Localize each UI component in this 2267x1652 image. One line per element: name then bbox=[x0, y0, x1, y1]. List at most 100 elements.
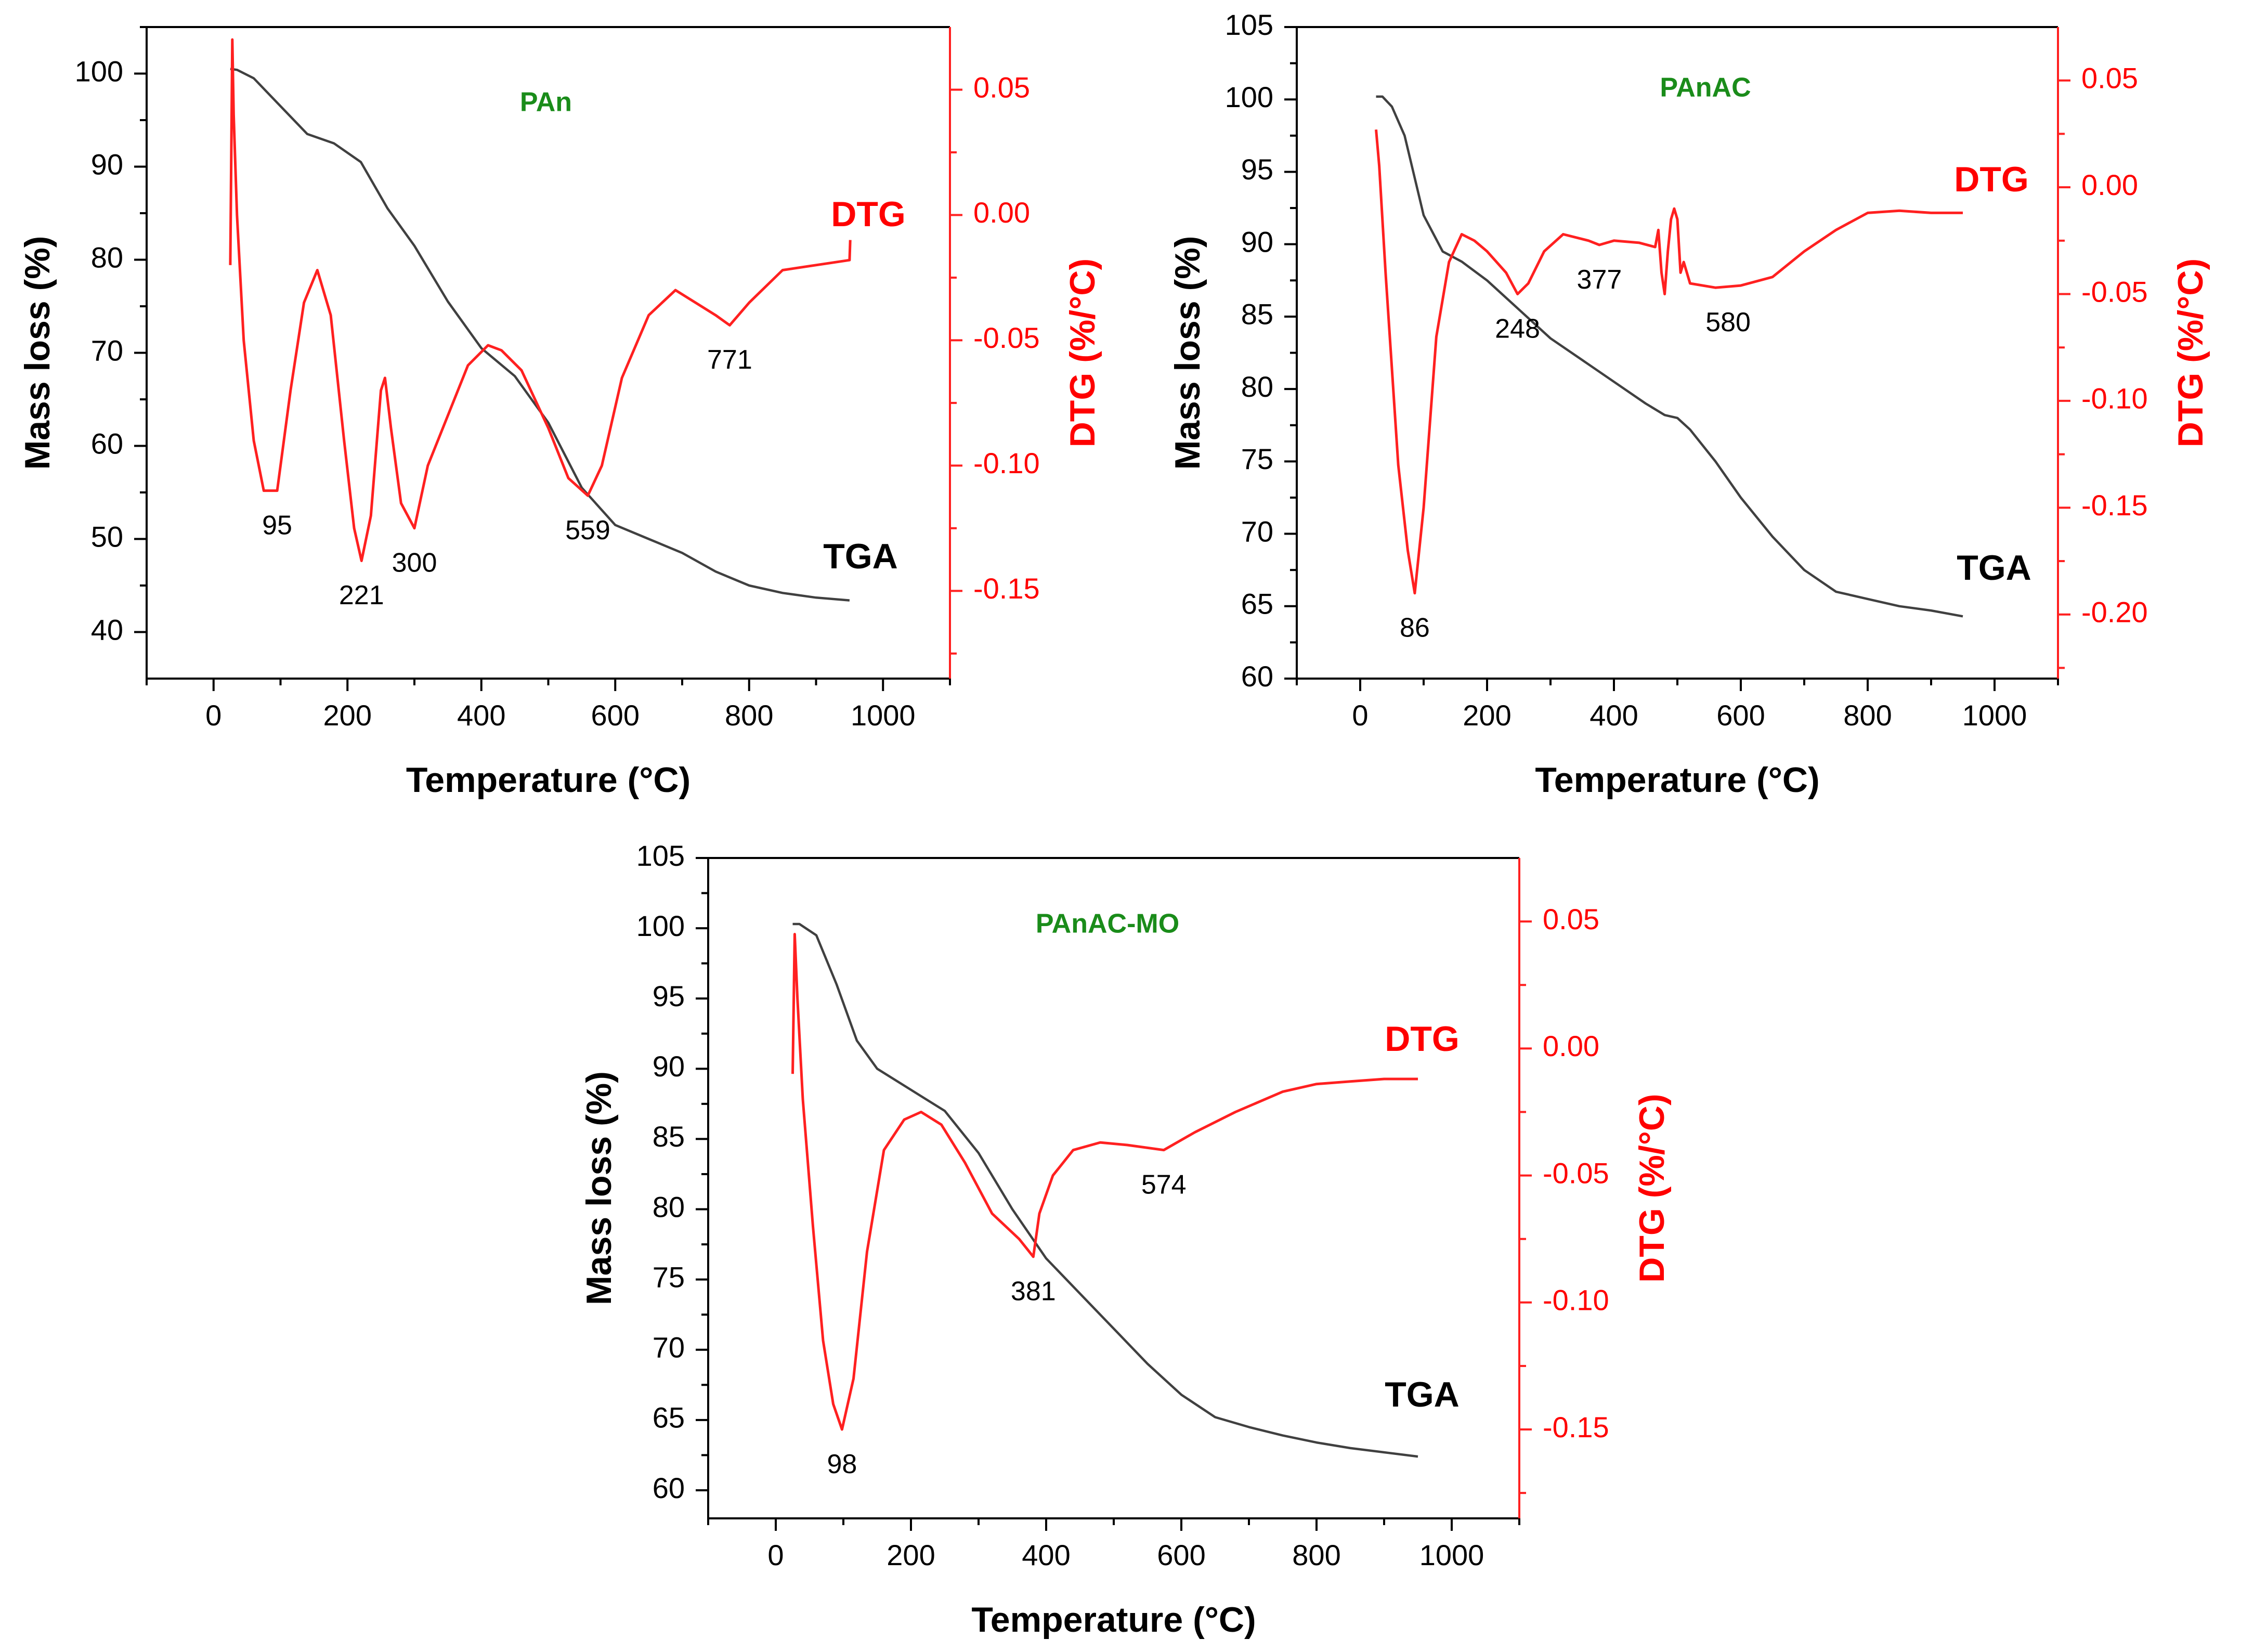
y-tick-label: 95 bbox=[653, 980, 685, 1012]
y-tick-label: 70 bbox=[1241, 515, 1273, 548]
y-axis-title: Mass loss (%) bbox=[1168, 236, 1207, 470]
chart-panel-panac-mo: 0 200 400 600 800 1000 60 65 70 75 80 85 90 95 100 105 0… bbox=[579, 839, 1672, 1640]
y2-tick-label: 0.00 bbox=[973, 196, 1030, 229]
y2-tick-label: 0.00 bbox=[2081, 168, 2138, 201]
y2-tick-label: 0.05 bbox=[1543, 903, 1599, 935]
peak-label: 771 bbox=[707, 345, 752, 375]
y-tick-label: 100 bbox=[1225, 81, 1273, 113]
y-tick-label: 90 bbox=[1241, 225, 1273, 258]
x-axis-title: Temperature (°C) bbox=[971, 1600, 1256, 1640]
y-tick-label: 70 bbox=[91, 334, 123, 367]
chart-panel-pan: 0 200 400 600 800 1000 40 50 60 70 80 90 100 0.05 0.00… bbox=[18, 26, 1102, 800]
y2-tick-label: -0.10 bbox=[973, 447, 1040, 479]
dtg-curve bbox=[229, 38, 852, 562]
peak-label: 580 bbox=[1705, 307, 1751, 337]
y-tick-label: 105 bbox=[636, 839, 685, 872]
x-tick-label: 0 bbox=[205, 699, 222, 732]
x-tick-label: 800 bbox=[1292, 1539, 1340, 1571]
y2-axis-title: DTG (%/°C) bbox=[2171, 258, 2210, 447]
y-tick-label: 100 bbox=[75, 55, 123, 87]
y2-tick-label: -0.10 bbox=[2081, 382, 2148, 415]
dtg-series-label: DTG bbox=[1385, 1019, 1460, 1059]
y-tick-label: 60 bbox=[1241, 660, 1273, 693]
peak-label: 381 bbox=[1011, 1277, 1056, 1307]
y-tick-label: 85 bbox=[653, 1120, 685, 1153]
peak-label: 377 bbox=[1577, 265, 1622, 295]
y2-tick-label: -0.15 bbox=[2081, 489, 2148, 522]
y2-tick-label: -0.05 bbox=[2081, 275, 2148, 308]
x-tick-label: 600 bbox=[591, 699, 640, 732]
x-tick-label: 200 bbox=[1463, 699, 1511, 732]
tga-series-label: TGA bbox=[823, 537, 898, 576]
dtg-curve bbox=[791, 933, 1418, 1431]
x-tick-label: 200 bbox=[323, 699, 372, 732]
y-tick-label: 80 bbox=[653, 1190, 685, 1223]
y2-tick-label: -0.15 bbox=[1543, 1411, 1609, 1443]
tga-series-label: TGA bbox=[1385, 1375, 1460, 1414]
y-tick-label: 65 bbox=[1241, 588, 1273, 620]
panel-title: PAnAC-MO bbox=[1036, 909, 1179, 939]
x-tick-label: 600 bbox=[1157, 1539, 1205, 1571]
y2-axis-title: DTG (%/°C) bbox=[1632, 1094, 1672, 1282]
x-tick-label: 1000 bbox=[851, 699, 916, 732]
y2-axis-title: DTG (%/°C) bbox=[1063, 258, 1102, 447]
y-tick-label: 75 bbox=[653, 1260, 685, 1293]
y-tick-label: 75 bbox=[1241, 443, 1273, 475]
x-tick-label: 1000 bbox=[1419, 1539, 1484, 1571]
dtg-series-label: DTG bbox=[1954, 160, 2029, 199]
y-tick-label: 60 bbox=[91, 427, 123, 460]
tga-series-label: TGA bbox=[1957, 548, 2031, 588]
x-tick-label: 800 bbox=[1843, 699, 1892, 732]
tga-curve bbox=[230, 68, 850, 602]
y2-tick-label: -0.10 bbox=[1543, 1284, 1609, 1317]
x-tick-label: 800 bbox=[725, 699, 773, 732]
chart-panel-panac: 0 200 400 600 800 1000 60 65 70 75 80 85 90 95 100 105 0… bbox=[1168, 8, 2210, 800]
y-tick-label: 40 bbox=[91, 613, 123, 646]
y2-tick-label: 0.00 bbox=[1543, 1030, 1599, 1062]
y-tick-label: 65 bbox=[653, 1401, 685, 1434]
panel-title: PAnAC bbox=[1660, 73, 1751, 103]
y-tick-label: 70 bbox=[653, 1331, 685, 1364]
dtg-curve bbox=[1375, 129, 1963, 595]
x-axis-title: Temperature (°C) bbox=[1535, 760, 1819, 800]
peak-label: 98 bbox=[827, 1449, 857, 1479]
tga-curve bbox=[1376, 95, 1963, 618]
x-tick-label: 400 bbox=[457, 699, 505, 732]
y-tick-label: 105 bbox=[1225, 8, 1273, 41]
panel-title: PAn bbox=[520, 87, 572, 118]
y2-tick-label: 0.05 bbox=[973, 71, 1030, 103]
y2-tick-label: -0.05 bbox=[1543, 1156, 1609, 1189]
tga-curve bbox=[792, 922, 1418, 1458]
x-tick-label: 0 bbox=[1352, 699, 1368, 732]
x-tick-label: 400 bbox=[1022, 1539, 1070, 1571]
peak-label: 300 bbox=[392, 548, 437, 578]
peak-label: 86 bbox=[1400, 613, 1430, 643]
x-tick-label: 0 bbox=[767, 1539, 784, 1571]
y-axis-title: Mass loss (%) bbox=[18, 236, 57, 470]
y2-tick-label: -0.05 bbox=[973, 321, 1040, 354]
y2-tick-label: -0.15 bbox=[973, 572, 1040, 605]
y-tick-label: 95 bbox=[1241, 153, 1273, 186]
y-tick-label: 80 bbox=[91, 241, 123, 274]
y-tick-label: 60 bbox=[653, 1472, 685, 1504]
y-tick-label: 100 bbox=[636, 909, 685, 942]
y2-tick-label: -0.20 bbox=[2081, 596, 2148, 629]
y-tick-label: 90 bbox=[91, 148, 123, 180]
y-tick-label: 80 bbox=[1241, 370, 1273, 403]
dtg-series-label: DTG bbox=[831, 194, 906, 234]
peak-label: 95 bbox=[262, 510, 292, 540]
peak-label: 559 bbox=[565, 515, 610, 545]
x-tick-label: 600 bbox=[1716, 699, 1765, 732]
y-axis-title: Mass loss (%) bbox=[579, 1071, 619, 1305]
y-tick-label: 50 bbox=[91, 520, 123, 553]
y2-tick-label: 0.05 bbox=[2081, 62, 2138, 95]
peak-label: 248 bbox=[1495, 314, 1540, 344]
y-tick-label: 90 bbox=[653, 1050, 685, 1083]
peak-label: 574 bbox=[1141, 1169, 1187, 1200]
peak-label: 221 bbox=[339, 580, 384, 610]
y-tick-label: 85 bbox=[1241, 298, 1273, 331]
x-tick-label: 200 bbox=[887, 1539, 935, 1571]
x-tick-label: 1000 bbox=[1962, 699, 2027, 732]
x-tick-label: 400 bbox=[1589, 699, 1638, 732]
